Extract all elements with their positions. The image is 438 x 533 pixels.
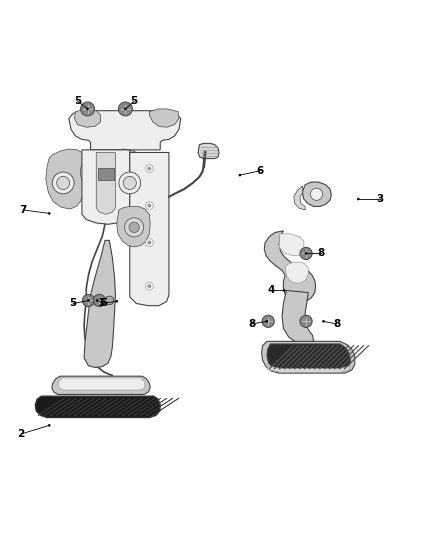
Circle shape [116,300,118,303]
Circle shape [283,289,286,292]
Polygon shape [117,206,150,247]
Polygon shape [261,341,355,373]
Polygon shape [46,149,83,209]
Polygon shape [264,231,316,303]
Circle shape [86,108,89,110]
Circle shape [148,204,151,207]
Text: 8: 8 [333,319,340,329]
Polygon shape [110,149,147,209]
Polygon shape [285,262,308,283]
Circle shape [123,176,136,189]
Text: 5: 5 [100,298,107,309]
Circle shape [357,198,360,200]
Circle shape [93,294,106,306]
Circle shape [148,284,151,288]
Text: 5: 5 [70,298,77,309]
Polygon shape [82,150,130,224]
Polygon shape [52,376,150,394]
Text: 8: 8 [248,319,255,329]
Circle shape [48,424,50,426]
Text: 4: 4 [268,286,275,295]
Circle shape [265,320,268,322]
Text: 7: 7 [19,205,27,215]
Polygon shape [96,152,116,214]
Text: 5: 5 [74,96,81,106]
Polygon shape [35,396,160,417]
Circle shape [148,167,151,171]
Circle shape [145,201,153,209]
Circle shape [145,282,153,290]
Polygon shape [198,143,219,158]
Circle shape [48,212,50,215]
Circle shape [262,315,274,327]
Polygon shape [268,366,350,372]
Text: 5: 5 [131,96,138,106]
Text: 2: 2 [18,429,25,439]
Text: 1: 1 [98,298,105,309]
Circle shape [239,174,241,176]
Circle shape [119,172,141,194]
Polygon shape [282,290,314,346]
Circle shape [148,241,151,244]
Circle shape [300,247,312,260]
Polygon shape [130,152,169,305]
Circle shape [52,172,74,194]
Circle shape [305,252,307,255]
Circle shape [118,102,132,116]
Polygon shape [303,182,331,206]
Circle shape [129,222,139,232]
Circle shape [57,176,70,189]
Circle shape [311,188,322,200]
Polygon shape [84,240,116,367]
Text: 3: 3 [376,194,384,204]
Polygon shape [294,186,305,210]
Polygon shape [69,111,181,150]
Circle shape [145,165,153,173]
Circle shape [322,320,325,322]
Text: 6: 6 [257,166,264,176]
Circle shape [81,102,95,116]
Circle shape [96,299,99,302]
Text: 8: 8 [318,248,325,259]
Circle shape [105,296,114,305]
Polygon shape [58,378,145,390]
Polygon shape [279,234,304,256]
Circle shape [145,239,153,246]
Polygon shape [149,109,179,127]
Circle shape [87,299,90,302]
FancyBboxPatch shape [98,168,114,180]
Circle shape [82,294,95,306]
Polygon shape [267,344,350,370]
Circle shape [124,218,144,237]
Circle shape [124,108,127,110]
Polygon shape [74,109,101,127]
Circle shape [300,315,312,327]
